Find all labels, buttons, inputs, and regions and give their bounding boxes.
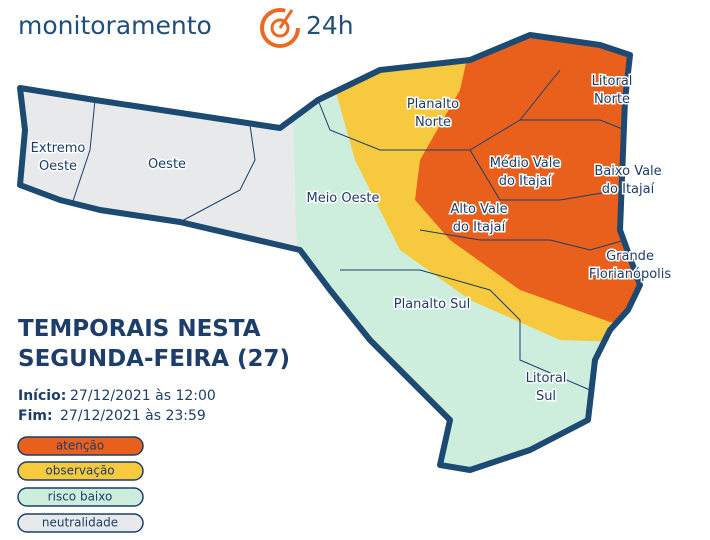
region-label: Alto Vale xyxy=(450,202,507,217)
region-label: do Itajaí xyxy=(499,174,552,189)
legend-swatch xyxy=(17,461,144,481)
title-line: TEMPORAIS NESTA xyxy=(18,316,261,342)
legend-label: neutralidade xyxy=(42,516,118,530)
legend-label: risco baixo xyxy=(48,490,113,504)
region-label: Florianópolis xyxy=(589,267,672,282)
region-label: Litoral xyxy=(592,74,633,89)
region-label: Norte xyxy=(415,115,451,130)
brand: monitoramento xyxy=(18,11,212,40)
legend-label: atenção xyxy=(56,439,104,453)
legend-swatch xyxy=(17,436,144,456)
region-label: Planalto Sul xyxy=(394,297,471,312)
region-label: do Itajaí xyxy=(602,182,655,197)
legend-swatch xyxy=(17,513,144,533)
brand-icon xyxy=(260,8,300,48)
region-label: Norte xyxy=(594,92,630,107)
state-outline xyxy=(17,32,643,473)
region-label: Meio Oeste xyxy=(306,191,379,206)
region-label: Médio Vale xyxy=(490,156,561,171)
legend-swatch xyxy=(17,487,144,507)
region-label: Sul xyxy=(536,389,556,404)
region-label: Litoral xyxy=(526,371,567,386)
region-label: Grande xyxy=(606,249,654,264)
region-label: Extremo xyxy=(31,141,86,156)
legend-label: observação xyxy=(45,464,114,478)
brand-suffix: 24h xyxy=(306,11,354,40)
region-label: Planalto xyxy=(407,97,459,112)
region-label: Baixo Vale xyxy=(594,164,661,179)
start-label: Início: xyxy=(18,388,66,404)
end: 27/12/2021 às 23:59 xyxy=(60,408,206,424)
title-line: SEGUNDA-FEIRA (27) xyxy=(18,346,290,372)
region-label: Oeste xyxy=(148,157,186,172)
end-label: Fim: xyxy=(18,408,53,424)
region-label: do Itajaí xyxy=(453,220,506,235)
region-label: Oeste xyxy=(39,159,77,174)
start: 27/12/2021 às 12:00 xyxy=(70,388,216,404)
